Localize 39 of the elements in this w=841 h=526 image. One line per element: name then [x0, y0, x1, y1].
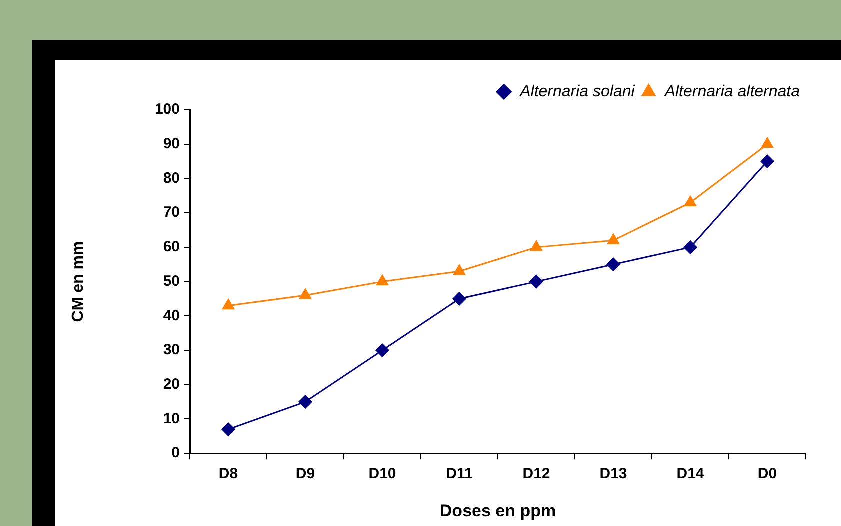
- x-tick-label: D10: [368, 466, 396, 483]
- point: [760, 154, 774, 168]
- y-tick-label: 0: [172, 444, 180, 462]
- y-tick-label: 20: [163, 376, 180, 394]
- legend-label: Alternaria alternata: [664, 83, 800, 100]
- point: [298, 395, 312, 409]
- y-tick-label: 70: [163, 204, 180, 222]
- point: [530, 240, 542, 252]
- point: [376, 275, 388, 286]
- point: [222, 299, 234, 310]
- point: [530, 275, 544, 289]
- point: [452, 292, 466, 306]
- point: [454, 264, 466, 276]
- x-tick-label: D11: [446, 466, 473, 483]
- y-tick-label: 60: [163, 238, 180, 256]
- x-tick-label: D12: [522, 466, 550, 483]
- y-tick-label: 80: [163, 170, 180, 187]
- x-tick-label: D9: [296, 466, 316, 483]
- y-tick-label: 40: [163, 307, 180, 324]
- point: [606, 258, 620, 272]
- y-tick-label: 10: [163, 410, 180, 428]
- point: [300, 288, 312, 300]
- y-tick-label: 30: [163, 342, 180, 359]
- x-tick-label: D0: [758, 466, 778, 483]
- y-tick-label: 50: [163, 272, 180, 290]
- point: [222, 422, 236, 436]
- point: [684, 196, 696, 207]
- point: [376, 344, 390, 358]
- y-tick-label: 100: [154, 101, 180, 118]
- legend-label: Alternaria solani: [519, 83, 636, 100]
- point: [762, 138, 774, 148]
- y-tick-label: 90: [163, 136, 180, 152]
- x-axis-title: Doses en ppm: [440, 501, 556, 520]
- point: [608, 234, 620, 244]
- x-tick-label: D8: [218, 466, 238, 483]
- x-tick-label: D13: [600, 466, 628, 483]
- y-axis-title: CM en mm: [70, 241, 88, 322]
- x-tick-label: D14: [676, 466, 705, 483]
- point: [684, 240, 698, 254]
